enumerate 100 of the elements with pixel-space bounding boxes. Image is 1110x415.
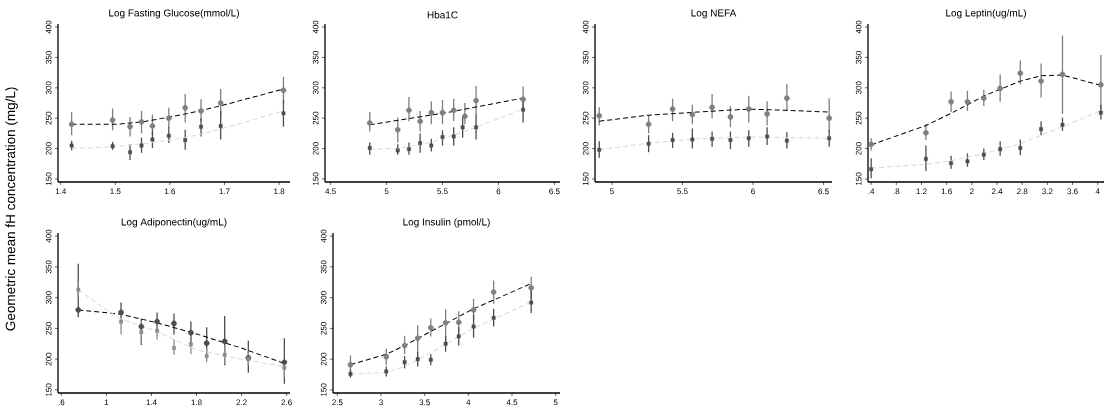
- point: [784, 138, 789, 143]
- point: [1060, 122, 1065, 127]
- x-tick-label: 5.5: [437, 188, 448, 195]
- point: [690, 137, 695, 142]
- point: [366, 120, 373, 126]
- chart-title: Log Fasting Glucose(mmol/L): [109, 9, 239, 19]
- point: [460, 125, 465, 130]
- x-tick-label: 1.7: [219, 188, 230, 195]
- x-tick-label: 4.5: [325, 188, 336, 195]
- y-tick-label: 300: [45, 81, 52, 95]
- point: [418, 141, 423, 146]
- point: [427, 324, 434, 331]
- point: [281, 111, 286, 116]
- point: [172, 346, 176, 350]
- point: [127, 123, 133, 130]
- y-tick-label: 150: [855, 172, 862, 186]
- point: [709, 104, 715, 111]
- point: [923, 129, 929, 136]
- y-tick-label: 200: [45, 142, 52, 155]
- point: [282, 365, 287, 370]
- point: [139, 330, 144, 334]
- x-tick-label: .8: [893, 188, 900, 195]
- point: [528, 284, 534, 291]
- point: [827, 136, 832, 141]
- point: [203, 340, 210, 346]
- point: [442, 320, 449, 326]
- point: [150, 137, 155, 142]
- point: [406, 107, 412, 114]
- point: [429, 143, 434, 148]
- point: [188, 329, 194, 336]
- x-tick-label: 6.5: [549, 188, 560, 195]
- point: [1039, 127, 1043, 132]
- point: [981, 95, 987, 101]
- line-series: [598, 108, 830, 122]
- x-tick-label: 4: [466, 399, 471, 406]
- point: [68, 121, 75, 128]
- point: [155, 328, 160, 333]
- point: [154, 318, 160, 325]
- point: [149, 123, 156, 129]
- y-axis-title: Geometric mean fH concentration (mg/L): [5, 87, 18, 331]
- point: [217, 100, 224, 106]
- x-tick-label: 5: [384, 188, 389, 195]
- point: [981, 152, 986, 157]
- point: [166, 133, 171, 138]
- y-tick-label: 350: [855, 51, 862, 64]
- point: [964, 98, 971, 105]
- x-tick-label: 1.4: [146, 399, 157, 406]
- point: [383, 353, 390, 360]
- point: [443, 341, 448, 346]
- x-tick-label: 2.5: [332, 399, 343, 406]
- point: [784, 95, 790, 101]
- x-tick-label: 2.2: [236, 399, 247, 406]
- y-tick-label: 300: [312, 81, 319, 95]
- y-tick-label: 350: [45, 51, 52, 64]
- point: [394, 126, 401, 133]
- y-tick-label: 150: [582, 172, 589, 186]
- x-tick-label: 2: [970, 188, 974, 195]
- x-tick-label: 3.6: [1067, 188, 1078, 195]
- x-tick-label: 1: [104, 399, 109, 406]
- point: [139, 143, 144, 148]
- y-tick-label: 400: [320, 229, 327, 243]
- point: [199, 124, 203, 129]
- y-tick-label: 300: [320, 291, 327, 304]
- point: [521, 107, 525, 112]
- x-tick-label: 1.6: [941, 188, 952, 195]
- point: [128, 150, 132, 155]
- point: [868, 141, 874, 148]
- chart-title: Log Adiponectin(ug/mL): [121, 218, 227, 228]
- point: [949, 161, 953, 166]
- point: [520, 96, 526, 103]
- point: [189, 342, 193, 347]
- x-tick-label: 2.4: [991, 188, 1003, 195]
- point: [428, 109, 435, 116]
- point: [347, 361, 354, 368]
- x-tick-label: 5: [610, 188, 614, 195]
- point: [1038, 78, 1044, 84]
- point: [401, 342, 408, 349]
- y-tick-label: 300: [45, 291, 52, 304]
- y-tick-label: 150: [320, 383, 327, 396]
- point: [450, 107, 457, 114]
- point: [367, 146, 372, 150]
- x-tick-label: 3.5: [419, 399, 430, 406]
- x-tick-label: 1.8: [274, 188, 285, 195]
- y-tick-label: 250: [582, 111, 589, 125]
- y-tick-label: 150: [45, 172, 52, 186]
- y-tick-label: 300: [582, 81, 589, 95]
- y-tick-label: 250: [855, 111, 862, 125]
- point: [596, 112, 603, 119]
- x-tick-label: 6: [496, 188, 501, 195]
- x-tick-label: 1.5: [110, 188, 121, 195]
- point: [218, 124, 223, 128]
- chart-title: Log Insulin (pmol/L): [403, 218, 490, 228]
- point: [414, 335, 421, 342]
- y-tick-label: 350: [312, 51, 319, 64]
- point: [490, 289, 497, 295]
- point: [384, 369, 389, 374]
- point: [1059, 71, 1066, 78]
- point: [118, 309, 124, 316]
- point: [428, 357, 433, 362]
- y-tick-label: 150: [312, 172, 319, 186]
